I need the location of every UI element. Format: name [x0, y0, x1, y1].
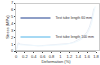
svg-text:6: 6	[11, 7, 14, 12]
svg-text:1.4: 1.4	[75, 54, 81, 59]
svg-text:Test tube length 100 mm: Test tube length 100 mm	[56, 35, 94, 39]
svg-text:1.6: 1.6	[84, 54, 90, 59]
svg-text:Stress (MPa): Stress (MPa)	[5, 15, 10, 39]
svg-text:0: 0	[11, 48, 14, 53]
svg-text:Deformation (%): Deformation (%)	[41, 59, 71, 64]
svg-text:1.8: 1.8	[93, 54, 99, 59]
svg-text:3: 3	[11, 28, 14, 33]
svg-text:1: 1	[59, 54, 62, 59]
svg-text:4: 4	[11, 21, 14, 26]
svg-text:0.8: 0.8	[49, 54, 55, 59]
svg-text:0.2: 0.2	[22, 54, 28, 59]
svg-text:0: 0	[15, 54, 18, 59]
svg-text:2: 2	[11, 35, 14, 40]
svg-text:0.4: 0.4	[31, 54, 37, 59]
svg-text:5: 5	[11, 14, 14, 19]
svg-text:7: 7	[11, 0, 14, 5]
svg-text:Test tube length 60 mm: Test tube length 60 mm	[56, 16, 92, 20]
svg-text:1.2: 1.2	[67, 54, 73, 59]
svg-text:1: 1	[11, 42, 14, 47]
svg-text:0.6: 0.6	[40, 54, 46, 59]
